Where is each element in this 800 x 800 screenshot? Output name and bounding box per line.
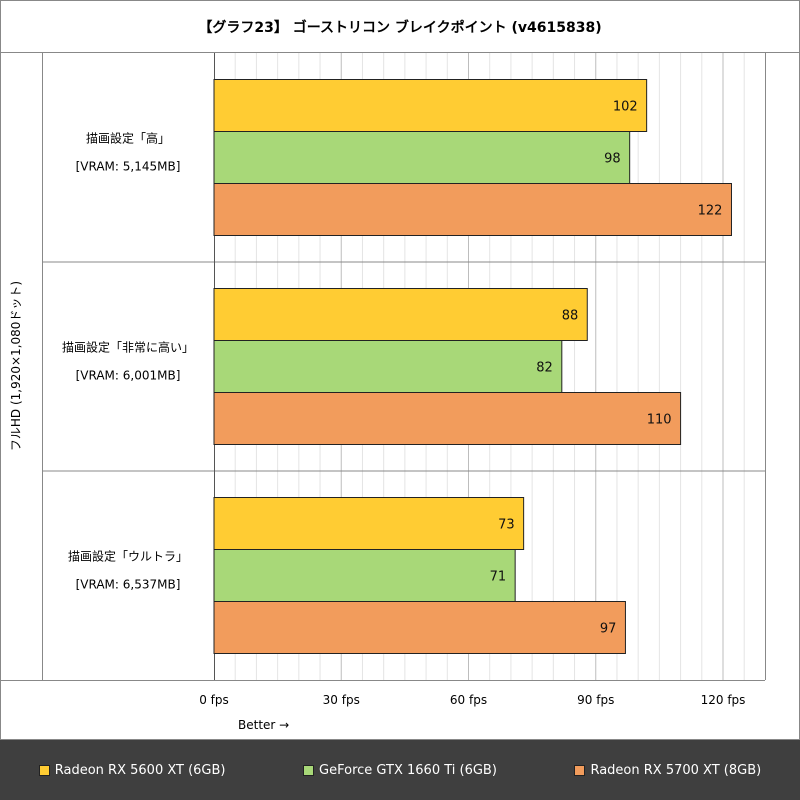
bar-value-label: 110 <box>647 413 672 428</box>
legend: Radeon RX 5600 XT (6GB) GeForce GTX 1660… <box>0 740 800 800</box>
bar-value-label: 97 <box>600 622 617 637</box>
x-tick-label: 120 fps <box>701 693 746 707</box>
bar-value-label: 88 <box>562 309 579 324</box>
bar-value-label: 82 <box>536 361 553 376</box>
bar <box>213 497 525 550</box>
bar-value-label: 73 <box>498 518 515 533</box>
legend-item-gtx1660ti: GeForce GTX 1660 Ti (6GB) <box>303 763 497 778</box>
category-vram-label: [VRAM: 5,145MB] <box>76 160 181 174</box>
bar <box>213 601 626 654</box>
category-vram-label: [VRAM: 6,537MB] <box>76 578 181 592</box>
x-tick-label: 90 fps <box>577 693 614 707</box>
plot-area: 102 98 122 描画設定「高」 [VRAM: 5,145MB] 88 82 110 描画設… <box>0 53 766 681</box>
legend-label: Radeon RX 5700 XT (8GB) <box>590 762 762 778</box>
bar <box>213 549 516 602</box>
x-axis: 0 fps 30 fps 60 fps 90 fps 120 fps <box>199 693 745 707</box>
x-tick-label: 0 fps <box>199 693 229 707</box>
bar <box>213 183 732 236</box>
bar-value-label: 98 <box>604 152 621 167</box>
legend-label: GeForce GTX 1660 Ti (6GB) <box>319 762 497 778</box>
legend-swatch <box>574 764 586 776</box>
y-axis-label: フルHD (1,920×1,080ドット) <box>9 281 23 451</box>
legend-item-rx5600xt: Radeon RX 5600 XT (6GB) <box>38 762 226 778</box>
category-label: 描画設定「非常に高い」 <box>62 340 194 355</box>
bar <box>213 131 631 184</box>
bar-value-label: 71 <box>490 570 507 585</box>
legend-item-rx5700xt: Radeon RX 5700 XT (8GB) <box>574 763 761 778</box>
bar <box>213 79 648 132</box>
chart: 【グラフ23】 ゴーストリコン ブレイクポイント (v4615838) フルHD… <box>0 0 800 740</box>
x-tick-label: 30 fps <box>323 693 360 707</box>
x-tick-label: 60 fps <box>450 693 487 707</box>
bar-value-label: 102 <box>613 100 638 115</box>
x-axis-label: Better → <box>238 718 289 732</box>
bar-value-label: 122 <box>698 204 723 219</box>
category-label: 描画設定「高」 <box>86 131 170 146</box>
bar <box>213 392 682 445</box>
category-label: 描画設定「ウルトラ」 <box>68 549 188 564</box>
category-vram-label: [VRAM: 6,001MB] <box>76 369 181 383</box>
legend-label: Radeon RX 5600 XT (6GB) <box>54 762 226 778</box>
chart-title: 【グラフ23】 ゴーストリコン ブレイクポイント (v4615838) <box>198 19 601 36</box>
legend-swatch <box>303 764 315 776</box>
legend-swatch <box>38 764 50 776</box>
bar <box>213 340 563 393</box>
bar <box>213 288 588 341</box>
